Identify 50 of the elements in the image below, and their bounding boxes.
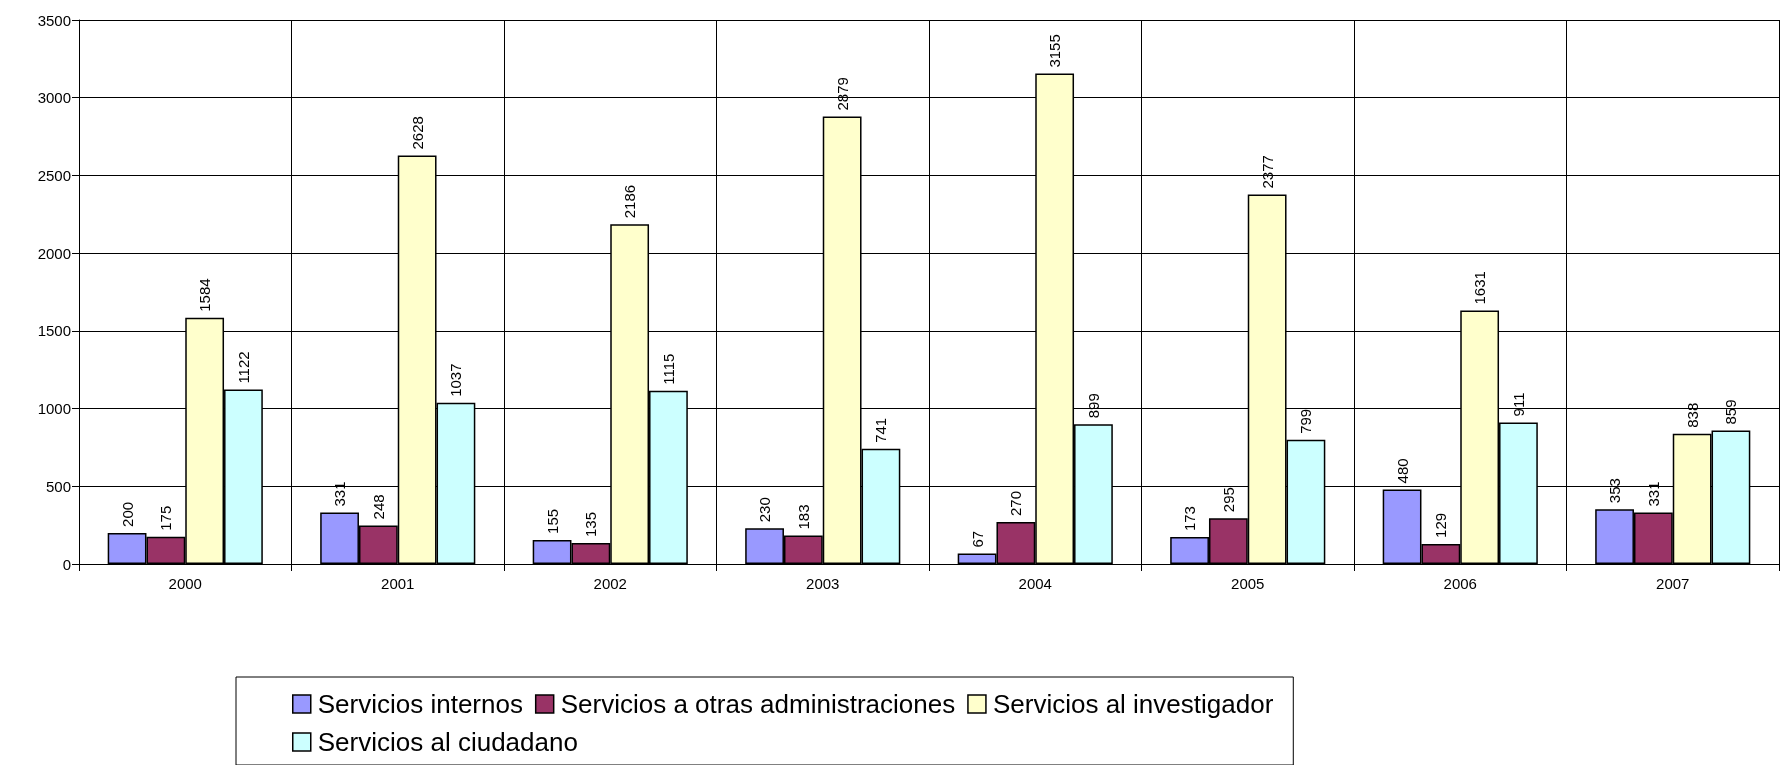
legend-label: Servicios internos: [317, 689, 523, 719]
data-label: 248: [369, 494, 387, 520]
x-tick-label: 2002: [593, 575, 627, 592]
data-label: 1122: [234, 351, 252, 384]
data-label: 270: [1007, 491, 1025, 517]
data-label: 331: [331, 481, 349, 507]
data-label: 741: [872, 417, 890, 443]
data-label: 230: [756, 497, 774, 523]
x-tick-label: 2005: [1231, 575, 1265, 592]
x-tick-label: 2003: [806, 575, 840, 592]
x-tick-label: 2001: [381, 575, 415, 592]
legend-label: Servicios a otras administraciones: [560, 689, 956, 719]
data-label: 2186: [621, 184, 639, 219]
data-label: 2377: [1258, 155, 1276, 189]
data-label: 175: [157, 505, 175, 531]
y-tick-label: 1000: [37, 400, 71, 418]
x-tick-label: 2006: [1443, 575, 1477, 592]
data-label: 353: [1606, 478, 1624, 504]
y-tick-label: 2500: [37, 166, 71, 184]
data-label: 1037: [447, 363, 465, 397]
data-label: 1584: [196, 278, 214, 312]
data-label: 331: [1644, 481, 1662, 507]
x-tick-label: 2004: [1018, 575, 1052, 592]
legend-label: Servicios al ciudadano: [317, 727, 578, 757]
data-label: 135: [582, 511, 600, 538]
data-label: 67: [968, 530, 986, 548]
data-label: 173: [1181, 506, 1199, 532]
y-tick-label: 2000: [37, 244, 71, 262]
data-label: 799: [1297, 408, 1315, 434]
y-tick-label: 500: [45, 477, 71, 495]
data-label: 2879: [833, 77, 851, 111]
x-tick-label: 2000: [168, 575, 202, 592]
y-tick-label: 0: [62, 555, 71, 573]
legend-label: Servicios al investigador: [992, 689, 1274, 719]
y-tick-label: 1500: [37, 322, 71, 340]
data-label: 200: [118, 501, 136, 527]
data-label: 859: [1722, 399, 1740, 425]
data-label: 183: [794, 504, 812, 530]
data-label: 1115: [659, 353, 677, 385]
data-label: 1631: [1471, 271, 1489, 305]
y-tick-label: 3000: [37, 89, 71, 107]
data-label: 480: [1393, 458, 1411, 484]
data-label: 155: [543, 508, 561, 534]
data-label: 2628: [408, 116, 426, 150]
data-label: 3155: [1046, 34, 1064, 68]
data-label: 911: [1509, 392, 1527, 417]
y-tick-label: 3500: [37, 11, 71, 29]
x-tick-label: 2007: [1656, 575, 1690, 592]
data-label: 129: [1432, 512, 1450, 538]
data-label: 295: [1219, 487, 1237, 513]
